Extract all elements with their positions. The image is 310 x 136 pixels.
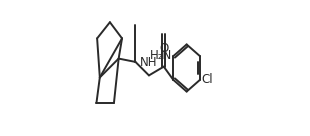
Text: O: O [159, 42, 168, 55]
Text: H₂N: H₂N [150, 49, 173, 62]
Text: Cl: Cl [201, 73, 213, 86]
Text: NH: NH [140, 56, 158, 69]
